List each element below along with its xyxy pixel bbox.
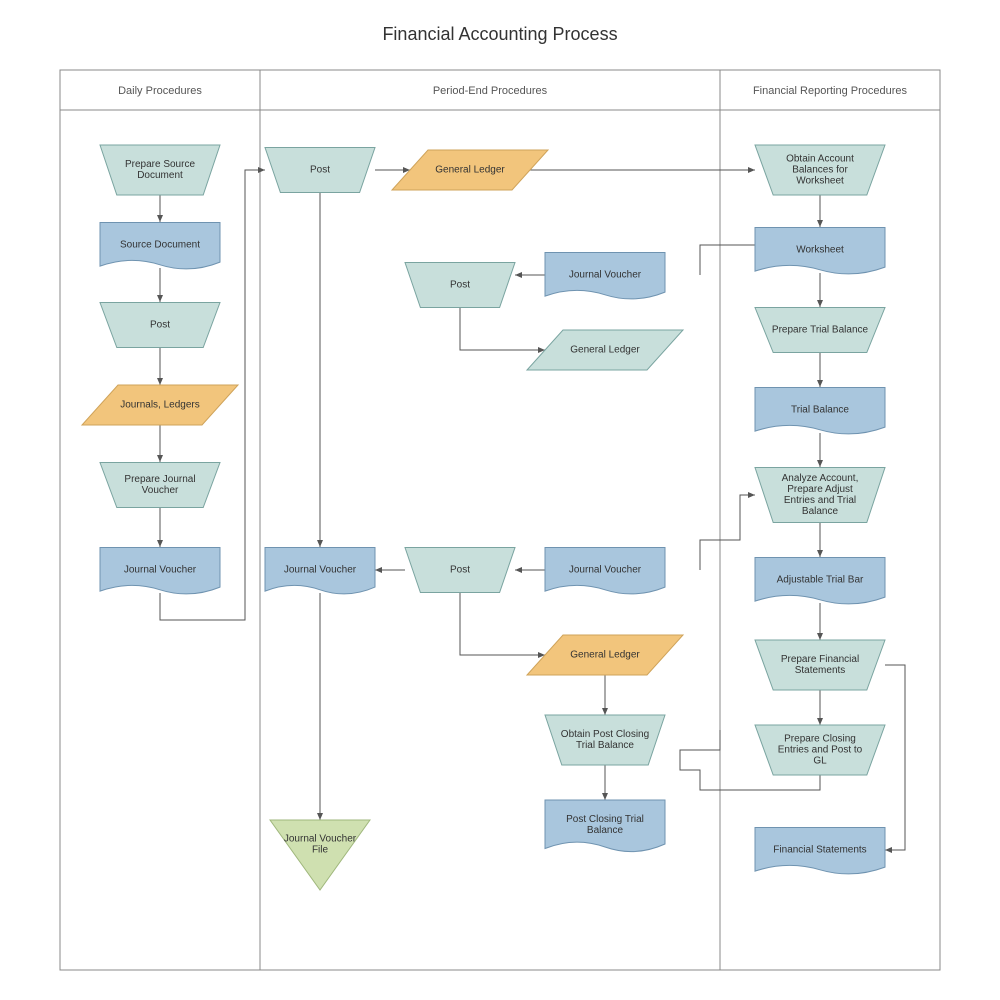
- node-label: Journal Voucher: [569, 270, 642, 281]
- node-label: Journal Voucher: [284, 565, 357, 576]
- node-label: Post: [450, 565, 470, 576]
- node-label: Obtain Account: [786, 154, 854, 165]
- node-label: Voucher: [142, 485, 179, 496]
- node-label: Worksheet: [796, 245, 844, 256]
- node-label: Post: [150, 320, 170, 331]
- node-label: Prepare Adjust: [787, 484, 853, 495]
- edge: [700, 495, 755, 570]
- diagram-title: Financial Accounting Process: [382, 24, 617, 44]
- edge: [885, 665, 905, 850]
- node-label: Adjustable Trial Bar: [777, 575, 864, 586]
- lane-title: Financial Reporting Procedures: [753, 85, 908, 97]
- node-label: Journal Voucher: [284, 834, 357, 845]
- node-label: Post: [310, 165, 330, 176]
- node-label: Prepare Journal: [124, 474, 195, 485]
- flowchart-canvas: Financial Accounting Process Daily Proced…: [0, 0, 1000, 1000]
- edge: [460, 593, 545, 655]
- node-label: General Ledger: [570, 650, 640, 661]
- node-label: Financial Statements: [773, 845, 866, 856]
- node-label: GL: [813, 756, 827, 767]
- node-label: Post: [450, 280, 470, 291]
- node-label: Prepare Trial Balance: [772, 325, 869, 336]
- node-label: Journal Voucher: [569, 565, 642, 576]
- node-label: Source Document: [120, 240, 200, 251]
- node-label: Prepare Closing: [784, 734, 856, 745]
- node-label: Post Closing Trial: [566, 814, 644, 825]
- node-label: Prepare Financial: [781, 654, 859, 665]
- node-label: File: [312, 845, 329, 856]
- node-label: Journal Voucher: [124, 565, 197, 576]
- node-label: Trial Balance: [791, 405, 849, 416]
- node-label: Obtain Post Closing: [561, 729, 649, 740]
- node-label: Entries and Post to: [778, 745, 863, 756]
- node-label: General Ledger: [570, 345, 640, 356]
- node-label: Prepare Source: [125, 159, 195, 170]
- node-label: Worksheet: [796, 176, 844, 187]
- node-label: Trial Balance: [576, 740, 634, 751]
- node-label: Balance: [587, 825, 624, 836]
- node-label: Journals, Ledgers: [120, 400, 200, 411]
- node-label: General Ledger: [435, 165, 505, 176]
- lane-title: Daily Procedures: [118, 85, 202, 97]
- node-label: Entries and Trial: [784, 495, 856, 506]
- node-label: Analyze Account,: [782, 473, 859, 484]
- node-label: Balances for: [792, 165, 848, 176]
- node-label: Statements: [795, 665, 846, 676]
- edge: [460, 308, 545, 350]
- lane-title: Period-End Procedures: [433, 85, 548, 97]
- node-label: Document: [137, 170, 183, 181]
- node-label: Balance: [802, 506, 839, 517]
